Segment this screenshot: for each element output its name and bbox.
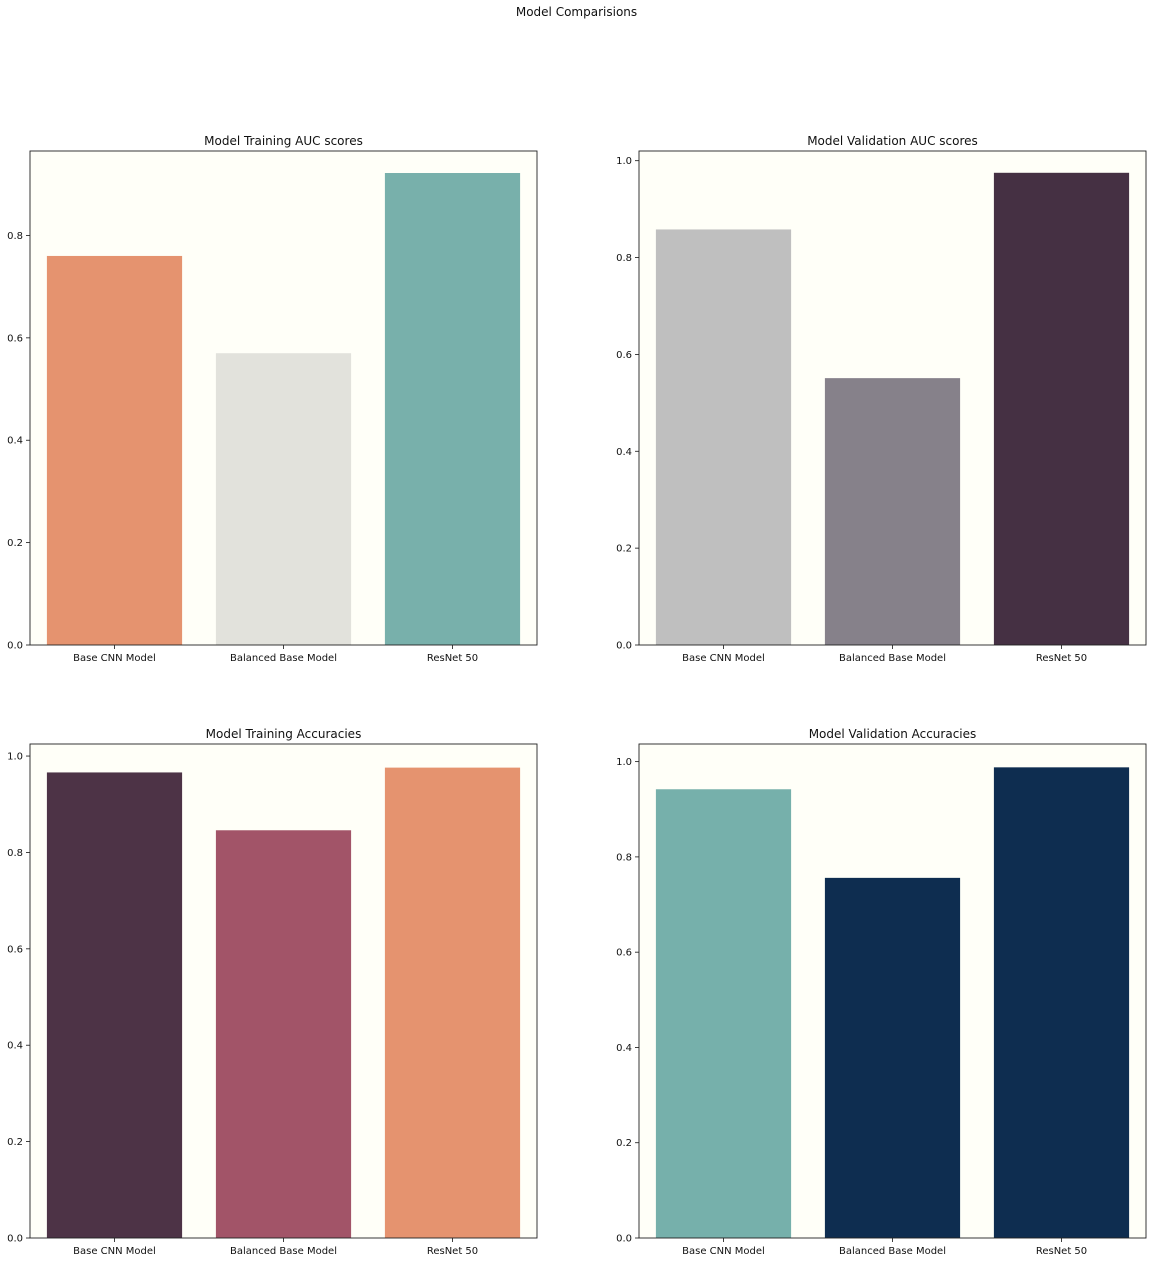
chart-panel-2: Base CNN Model Balanced Base Model ResNet … bbox=[616, 134, 1147, 664]
bar bbox=[824, 378, 961, 645]
x-tick-label: Balanced Base Model bbox=[839, 1246, 946, 1257]
chart-panel-3: Base CNN Model Balanced Base Model ResNet … bbox=[7, 727, 538, 1257]
axes-frame bbox=[29, 150, 538, 646]
x-tick-label: Base CNN Model bbox=[682, 653, 765, 664]
y-tick-label: 0.6 bbox=[7, 944, 23, 955]
x-tick-label: Balanced Base Model bbox=[230, 1246, 337, 1257]
bar bbox=[655, 229, 792, 646]
chart-panel-1: Base CNN Model Balanced Base Model ResNet … bbox=[7, 134, 538, 664]
y-tick-label: 0.2 bbox=[616, 544, 632, 555]
bar bbox=[655, 789, 792, 1238]
y-tick-label: 0.2 bbox=[7, 538, 23, 549]
bar bbox=[46, 255, 183, 646]
bar bbox=[384, 173, 521, 645]
y-tick-label: 0.6 bbox=[616, 350, 632, 361]
bar bbox=[215, 830, 352, 1238]
y-tick-label: 0.4 bbox=[7, 1041, 23, 1052]
y-tick-label: 0.6 bbox=[7, 333, 23, 344]
x-tick-label: ResNet 50 bbox=[427, 653, 478, 664]
axes-frame bbox=[638, 743, 1147, 1239]
x-tick-label: Base CNN Model bbox=[73, 653, 156, 664]
x-tick-label: ResNet 50 bbox=[427, 1246, 478, 1257]
chart-title: Model Training Accuracies bbox=[206, 727, 362, 741]
y-tick-label: 0.8 bbox=[7, 848, 23, 859]
y-tick-label: 0.4 bbox=[7, 436, 23, 447]
bar bbox=[384, 767, 521, 1238]
axes-frame bbox=[638, 150, 1147, 646]
x-tick-label: ResNet 50 bbox=[1036, 1246, 1087, 1257]
x-tick-label: Balanced Base Model bbox=[839, 653, 946, 664]
figure-suptitle: Model Comparisions bbox=[515, 5, 638, 19]
x-tick-label: Balanced Base Model bbox=[230, 653, 337, 664]
y-tick-label: 0.4 bbox=[616, 447, 632, 458]
x-tick-label: Base CNN Model bbox=[682, 1246, 765, 1257]
x-tick-label: ResNet 50 bbox=[1036, 653, 1087, 664]
chart-title: Model Validation Accuracies bbox=[809, 727, 977, 741]
chart-panel-4: Base CNN Model Balanced Base Model ResNet … bbox=[616, 727, 1147, 1257]
y-tick-label: 0.8 bbox=[7, 231, 23, 242]
bar bbox=[824, 877, 961, 1238]
y-tick-label: 0.8 bbox=[616, 852, 632, 863]
y-tick-label: 0.6 bbox=[616, 948, 632, 959]
bar bbox=[993, 767, 1130, 1238]
bar bbox=[46, 772, 183, 1238]
y-tick-label: 0.0 bbox=[616, 641, 632, 652]
y-tick-label: 0.0 bbox=[7, 641, 23, 652]
y-tick-label: 1.0 bbox=[616, 156, 632, 167]
bar bbox=[993, 172, 1130, 645]
chart-title: Model Training AUC scores bbox=[204, 134, 363, 148]
y-tick-label: 0.4 bbox=[616, 1043, 632, 1054]
y-tick-label: 0.8 bbox=[616, 253, 632, 264]
x-tick-label: Base CNN Model bbox=[73, 1246, 156, 1257]
chart-title: Model Validation AUC scores bbox=[807, 134, 978, 148]
y-tick-label: 0.2 bbox=[7, 1137, 23, 1148]
axes-frame bbox=[29, 743, 538, 1239]
y-tick-label: 1.0 bbox=[616, 757, 632, 768]
bar bbox=[215, 353, 352, 645]
y-tick-label: 0.0 bbox=[7, 1234, 23, 1245]
y-tick-label: 1.0 bbox=[7, 752, 23, 763]
y-tick-label: 0.0 bbox=[616, 1234, 632, 1245]
y-tick-label: 0.2 bbox=[616, 1138, 632, 1149]
